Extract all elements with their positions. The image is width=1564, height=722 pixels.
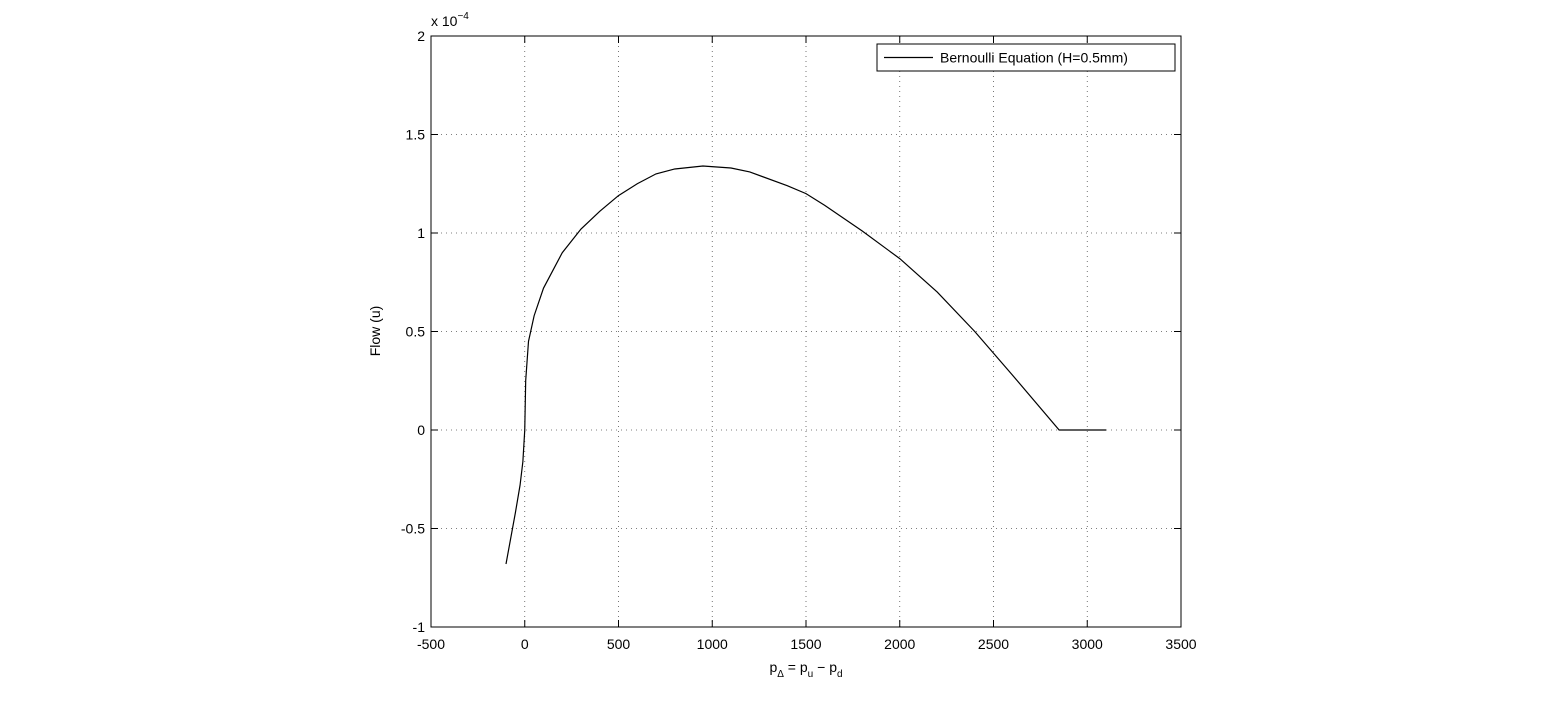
line-series	[505, 165, 1106, 565]
multiplier-base: x 10	[431, 13, 458, 29]
x-tick-label: 0	[521, 636, 529, 652]
y-tick-label: -0.5	[401, 521, 425, 537]
multiplier-exponent: −4	[457, 11, 469, 22]
x-tick-label: 3000	[1072, 636, 1103, 652]
y-tick-label: 0	[417, 422, 425, 438]
y-multiplier: x 10−4	[431, 11, 469, 29]
y-tick-label: 2	[417, 28, 425, 44]
x-label-text: = p	[784, 659, 808, 675]
y-axis-label: Flow (u)	[367, 306, 383, 357]
x-axis-label: pΔ = pu − pd	[769, 659, 842, 680]
x-tick-label: -500	[417, 636, 445, 652]
x-label-text: − p	[813, 659, 837, 675]
x-tick-label: 3500	[1165, 636, 1196, 652]
y-tick-label: 0.5	[406, 324, 426, 340]
x-tick-label: 2000	[884, 636, 915, 652]
x-label-subscript: Δ	[777, 669, 784, 680]
x-tick-label: 1500	[790, 636, 821, 652]
x-label-text: p	[769, 659, 777, 675]
x-tick-label: 500	[607, 636, 631, 652]
y-tick-label: 1.5	[406, 127, 426, 143]
x-tick-label: 2500	[978, 636, 1009, 652]
y-tick-label: -1	[413, 619, 426, 635]
x-label-subscript: d	[837, 669, 843, 680]
x-tick-label: 1000	[697, 636, 728, 652]
plot-frame	[430, 35, 1182, 628]
legend-label: Bernoulli Equation (H=0.5mm)	[940, 50, 1128, 66]
y-tick-label: 1	[417, 225, 425, 241]
x-label-subscript: u	[808, 669, 814, 680]
